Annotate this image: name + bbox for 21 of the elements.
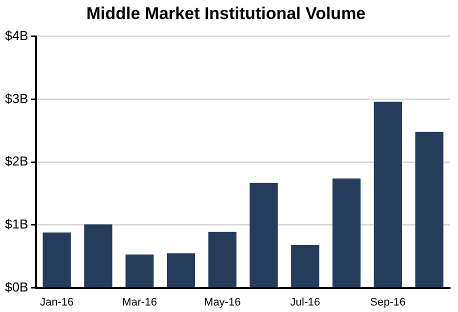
y-tick-label: $4B bbox=[4, 28, 28, 43]
y-tick-label: $0B bbox=[4, 279, 28, 294]
bar bbox=[415, 132, 444, 288]
bar bbox=[208, 232, 236, 288]
x-tick-label: Jul-16 bbox=[290, 296, 320, 308]
bar bbox=[332, 178, 361, 288]
y-tick-label: $2B bbox=[4, 154, 28, 169]
x-tick-label: Jan-16 bbox=[40, 296, 74, 308]
y-tick-label: $3B bbox=[4, 90, 28, 106]
bar bbox=[42, 232, 71, 288]
bar bbox=[84, 224, 112, 288]
x-tick-label: Sep-16 bbox=[370, 296, 406, 308]
bar bbox=[166, 253, 196, 288]
x-tick-label: May-16 bbox=[204, 296, 241, 308]
bar bbox=[374, 102, 402, 288]
bar bbox=[291, 245, 320, 288]
x-tick-label: Mar-16 bbox=[122, 296, 158, 308]
bar bbox=[126, 254, 154, 288]
bar bbox=[250, 182, 278, 288]
chart-title: Middle Market Institutional Volume bbox=[86, 4, 366, 23]
y-tick-label: $1B bbox=[4, 216, 28, 232]
